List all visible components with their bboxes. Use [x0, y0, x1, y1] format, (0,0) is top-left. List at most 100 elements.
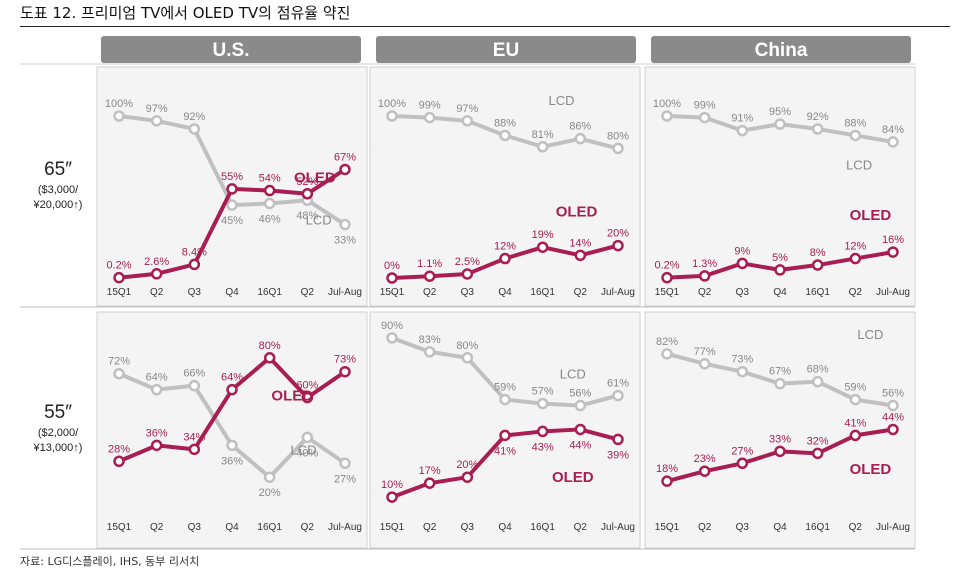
data-label: 10% — [381, 479, 403, 491]
x-tick-label: 15Q1 — [655, 287, 680, 298]
data-label: 33% — [769, 433, 791, 445]
data-label: 99% — [694, 100, 716, 112]
x-tick-label: 15Q1 — [380, 522, 405, 533]
series-name-label: LCD — [857, 327, 883, 342]
x-tick-label: Q2 — [150, 522, 164, 533]
data-label: 1.3% — [692, 258, 717, 270]
region-header-0 — [101, 36, 361, 63]
lcd-data-point — [150, 115, 163, 127]
oled-data-point — [811, 447, 824, 460]
oled-data-point — [263, 352, 276, 364]
data-label: 84% — [882, 124, 904, 136]
lcd-data-point — [698, 358, 711, 370]
oled-data-point — [698, 465, 711, 477]
data-label: 68% — [807, 364, 829, 376]
series-name-label: OLED — [556, 204, 598, 221]
data-label: 61% — [607, 378, 629, 390]
lcd-data-point — [612, 389, 624, 402]
x-tick-label: 15Q1 — [107, 287, 132, 298]
lcd-data-point — [887, 136, 899, 148]
data-label: 2.6% — [144, 256, 169, 268]
lcd-data-point — [461, 115, 474, 127]
lcd-data-point — [698, 111, 711, 124]
chart-panel-1-0 — [96, 311, 368, 549]
data-label: 59% — [494, 382, 516, 394]
data-label: 41% — [494, 445, 516, 457]
x-tick-label: 16Q1 — [530, 287, 555, 298]
lcd-data-point — [811, 375, 824, 388]
oled-data-point — [263, 184, 276, 197]
data-label: 90% — [381, 320, 403, 332]
oled-data-point — [849, 429, 862, 442]
data-label: 12% — [844, 241, 866, 253]
oled-data-point — [661, 475, 673, 487]
data-label: 80% — [607, 130, 629, 142]
oled-data-point — [612, 433, 624, 446]
data-label: 27% — [731, 445, 753, 457]
lcd-data-point — [612, 142, 624, 155]
region-header-label: China — [755, 40, 808, 61]
oled-data-point — [113, 271, 125, 284]
x-tick-label: Q2 — [150, 287, 164, 298]
data-label: 97% — [456, 103, 478, 115]
data-label: 73% — [334, 354, 356, 366]
figure-title: 도표 12. 프리미엄 TV에서 OLED TV의 점유율 약진 — [20, 4, 351, 22]
data-label: 81% — [532, 129, 554, 141]
x-tick-label: 15Q1 — [107, 522, 132, 533]
oled-data-point — [499, 252, 511, 265]
oled-data-point — [301, 391, 314, 404]
lcd-data-point — [661, 348, 673, 360]
oled-data-point — [849, 252, 862, 265]
data-label: 36% — [221, 455, 243, 467]
row-size-label: 65″ — [44, 159, 72, 180]
data-label: 82% — [656, 336, 678, 348]
data-label: 57% — [532, 386, 554, 398]
series-name-label: LCD — [291, 442, 317, 457]
data-label: 0.2% — [654, 260, 679, 272]
source-note: 자료: LG디스플레이, IHS, 동부 리서치 — [20, 555, 200, 568]
lcd-data-point — [887, 399, 899, 412]
row-price-label: ¥20,000↑) — [33, 199, 83, 211]
x-tick-label: Q3 — [188, 522, 202, 533]
lcd-data-point — [339, 218, 351, 231]
lcd-data-point — [423, 111, 436, 124]
x-tick-label: 15Q1 — [380, 287, 405, 298]
region-header-label: EU — [493, 40, 519, 61]
lcd-data-point — [386, 332, 398, 344]
data-label: 28% — [108, 443, 130, 455]
x-tick-label: Q3 — [736, 287, 750, 298]
x-tick-label: Q3 — [461, 522, 475, 533]
x-tick-label: Q4 — [773, 522, 787, 533]
lcd-data-point — [226, 439, 238, 452]
x-tick-label: Q2 — [574, 522, 588, 533]
data-label: 8.4% — [182, 246, 207, 258]
data-label: 80% — [259, 340, 281, 352]
region-header-label: U.S. — [213, 40, 250, 61]
x-tick-label: 16Q1 — [257, 522, 282, 533]
row-price-label: ($2,000/ — [38, 427, 79, 439]
oled-data-point — [226, 183, 238, 195]
data-label: 33% — [334, 235, 356, 247]
data-label: 97% — [146, 103, 168, 115]
region-header-1 — [376, 36, 636, 63]
lcd-data-point — [661, 110, 673, 122]
data-label: 77% — [694, 346, 716, 358]
data-label: 1.1% — [417, 258, 442, 270]
oled-data-point — [386, 491, 398, 503]
data-label: 39% — [607, 449, 629, 461]
oled-data-point — [188, 443, 201, 456]
x-tick-label: Q2 — [423, 522, 437, 533]
x-tick-label: 16Q1 — [257, 287, 282, 298]
title-divider — [20, 26, 950, 27]
lcd-data-point — [774, 118, 786, 130]
x-tick-label: 16Q1 — [805, 522, 830, 533]
data-label: 59% — [844, 382, 866, 394]
oled-data-point — [386, 272, 398, 284]
x-tick-label: Q4 — [773, 287, 787, 298]
data-label: 73% — [731, 354, 753, 366]
data-label: 18% — [656, 463, 678, 475]
x-tick-label: Jul-Aug — [328, 287, 362, 298]
oled-data-point — [887, 423, 899, 436]
oled-data-point — [887, 246, 899, 258]
